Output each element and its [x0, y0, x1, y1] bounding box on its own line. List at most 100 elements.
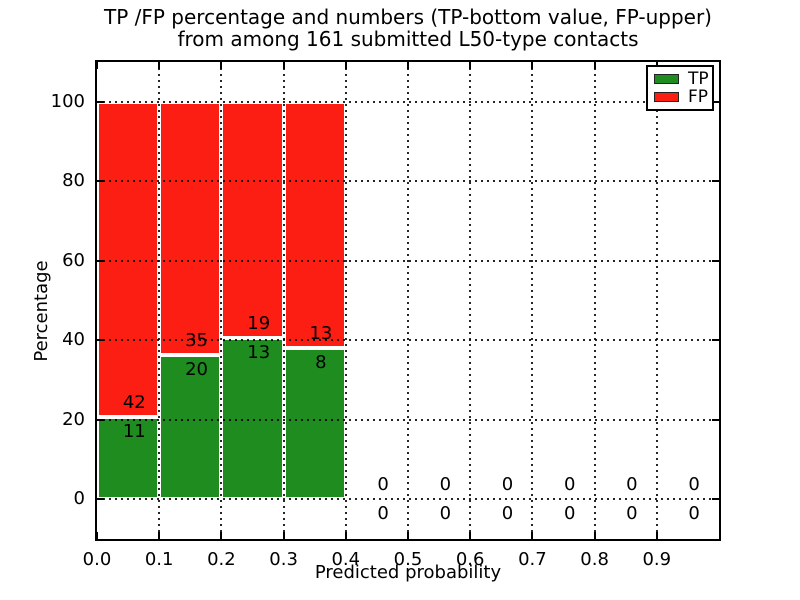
annotation-fp-count: 0 — [563, 474, 576, 496]
x-tick-label: 0.1 — [144, 549, 174, 570]
chart-title-line-1: TP /FP percentage and numbers (TP-bottom… — [104, 5, 712, 29]
y-axis-tick — [712, 339, 719, 342]
y-axis-tick — [97, 339, 104, 342]
chart-title-line-2: from among 161 submitted L50-type contac… — [177, 27, 639, 51]
x-tick-label: 0.7 — [518, 549, 547, 570]
bar-segment-fp — [221, 101, 284, 338]
annotation-fp-count: 0 — [626, 474, 638, 496]
annotation-fp-count: 0 — [501, 474, 514, 496]
y-tick-label: 20 — [62, 408, 85, 430]
bar-segment-fp — [97, 101, 160, 417]
y-axis-tick — [712, 259, 719, 262]
x-axis-tick — [531, 532, 534, 539]
x-tick-label: 0.4 — [331, 549, 361, 570]
y-axis-tick — [97, 498, 104, 501]
annotation-tp-count: 0 — [501, 503, 514, 525]
x-axis-label: Predicted probability — [314, 562, 502, 583]
x-axis-tick — [158, 62, 161, 69]
x-axis-tick — [96, 62, 98, 69]
legend-item-fp: FP — [654, 86, 709, 107]
annotation-tp-count: 0 — [563, 503, 576, 525]
annotation-tp-count: 11 — [122, 420, 146, 442]
x-tick-label: 0.3 — [269, 549, 298, 570]
y-axis-tick — [712, 100, 719, 103]
legend-label-tp: TP — [688, 68, 709, 89]
x-axis-tick — [282, 532, 285, 539]
y-tick-label: 0 — [73, 488, 85, 510]
gridline-vertical — [220, 62, 223, 539]
gridline-vertical — [655, 62, 658, 539]
x-axis-tick — [158, 532, 161, 539]
x-axis-tick — [282, 62, 285, 69]
chart-title: TP /FP percentage and numbers (TP-bottom… — [95, 6, 721, 50]
annotation-tp-count: 0 — [377, 503, 389, 525]
bar-segment-tp — [221, 337, 284, 500]
annotation-fp-count: 0 — [439, 474, 452, 496]
annotation-tp-count: 0 — [439, 503, 452, 525]
x-tick-label: 0.8 — [580, 549, 609, 570]
y-tick-label: 80 — [62, 170, 85, 192]
y-axis-tick — [712, 180, 719, 183]
x-tick-label: 0.5 — [393, 549, 423, 570]
x-tick-label: 0.6 — [455, 549, 485, 570]
y-axis-tick — [97, 100, 104, 103]
annotation-fp-count: 0 — [377, 474, 389, 496]
x-axis-tick — [96, 532, 98, 539]
annotation-fp-count: 0 — [688, 474, 700, 496]
x-axis-tick — [407, 532, 409, 539]
y-axis-tick — [97, 259, 104, 262]
annotation-fp-count: 19 — [247, 312, 271, 334]
annotation-fp-count: 35 — [185, 329, 208, 351]
gridline-vertical — [344, 62, 347, 539]
x-axis-tick — [220, 62, 223, 69]
y-tick-label: 100 — [50, 90, 85, 112]
annotation-tp-count: 13 — [247, 341, 271, 363]
gridline-horizontal — [97, 259, 719, 262]
x-axis-tick — [407, 62, 409, 69]
annotation-fp-count: 13 — [309, 322, 333, 344]
tp-color-swatch — [654, 74, 679, 84]
x-axis-tick — [469, 62, 472, 69]
bar-segment-tp — [283, 347, 346, 500]
legend: TP FP — [646, 65, 714, 111]
y-tick-label: 60 — [62, 249, 85, 271]
annotation-tp-count: 0 — [626, 503, 638, 525]
x-axis-tick — [655, 532, 658, 539]
gridline-vertical — [407, 62, 409, 539]
gridline-vertical — [593, 62, 596, 539]
gridline-vertical — [282, 62, 285, 539]
y-axis-tick — [97, 180, 104, 183]
x-axis-tick — [531, 62, 534, 69]
gridline-horizontal — [97, 180, 719, 183]
bar-segment-tp — [159, 354, 222, 500]
y-tick-label: 40 — [62, 329, 85, 351]
annotation-tp-count: 0 — [688, 503, 700, 525]
x-tick-label: 0.9 — [642, 549, 672, 570]
gridline-vertical — [531, 62, 534, 539]
annotation-tp-count: 20 — [185, 358, 208, 380]
y-axis-tick — [712, 498, 719, 501]
bar-segment-fp — [159, 101, 222, 355]
x-tick-label: 0.2 — [207, 549, 236, 570]
legend-item-tp: TP — [654, 68, 709, 89]
x-axis-tick — [344, 62, 347, 69]
bar-segment-tp — [97, 416, 160, 500]
gridline-horizontal — [97, 418, 719, 421]
legend-label-fp: FP — [688, 86, 709, 107]
x-axis-tick — [220, 532, 223, 539]
gridline-vertical — [469, 62, 472, 539]
x-axis-tick — [593, 532, 596, 539]
gridline-horizontal — [97, 100, 719, 103]
bar-segment-fp — [283, 101, 346, 348]
gridline-horizontal — [97, 339, 719, 342]
plot-area: TP FP 0.0 0.1 0.2 0.3 0.4 0.5 0.6 0.7 0.8 0.9 0 20 4… — [51, 60, 721, 570]
x-axis-tick — [593, 62, 596, 69]
gridline-vertical — [158, 62, 161, 539]
y-axis-tick — [712, 418, 719, 421]
x-axis-tick — [344, 532, 347, 539]
annotation-tp-count: 8 — [315, 351, 327, 373]
x-axis-tick — [469, 532, 472, 539]
x-tick-label: 0.0 — [82, 549, 112, 570]
y-axis-tick — [97, 418, 104, 421]
